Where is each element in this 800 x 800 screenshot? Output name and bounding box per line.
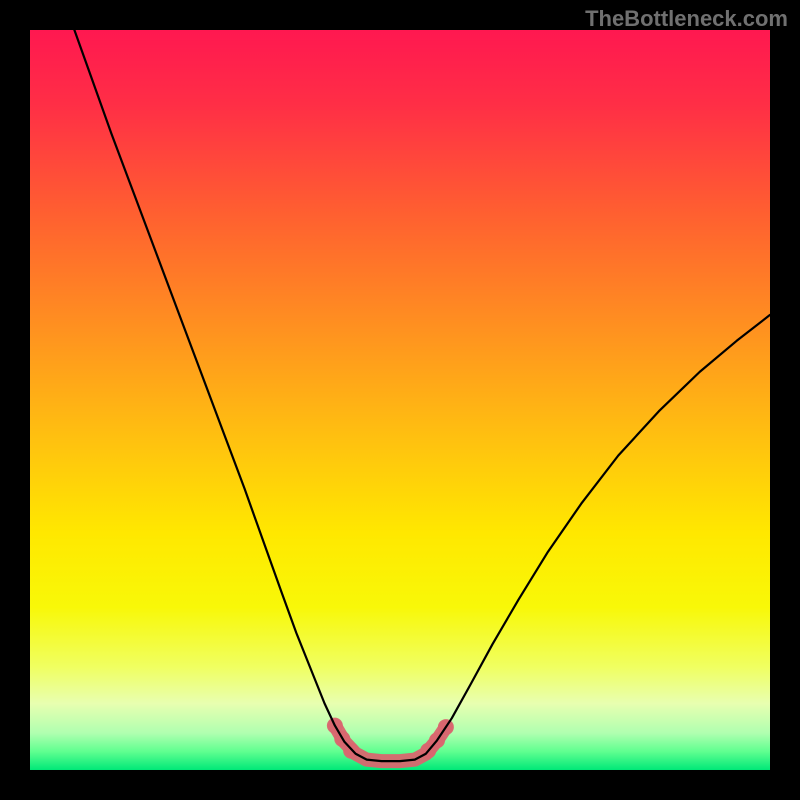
optimal-range-dot [343,743,359,759]
plot-svg [30,30,770,770]
watermark-text: TheBottleneck.com [585,6,788,32]
chart-frame: TheBottleneck.com [0,0,800,800]
plot-area [30,30,770,770]
gradient-background [30,30,770,770]
